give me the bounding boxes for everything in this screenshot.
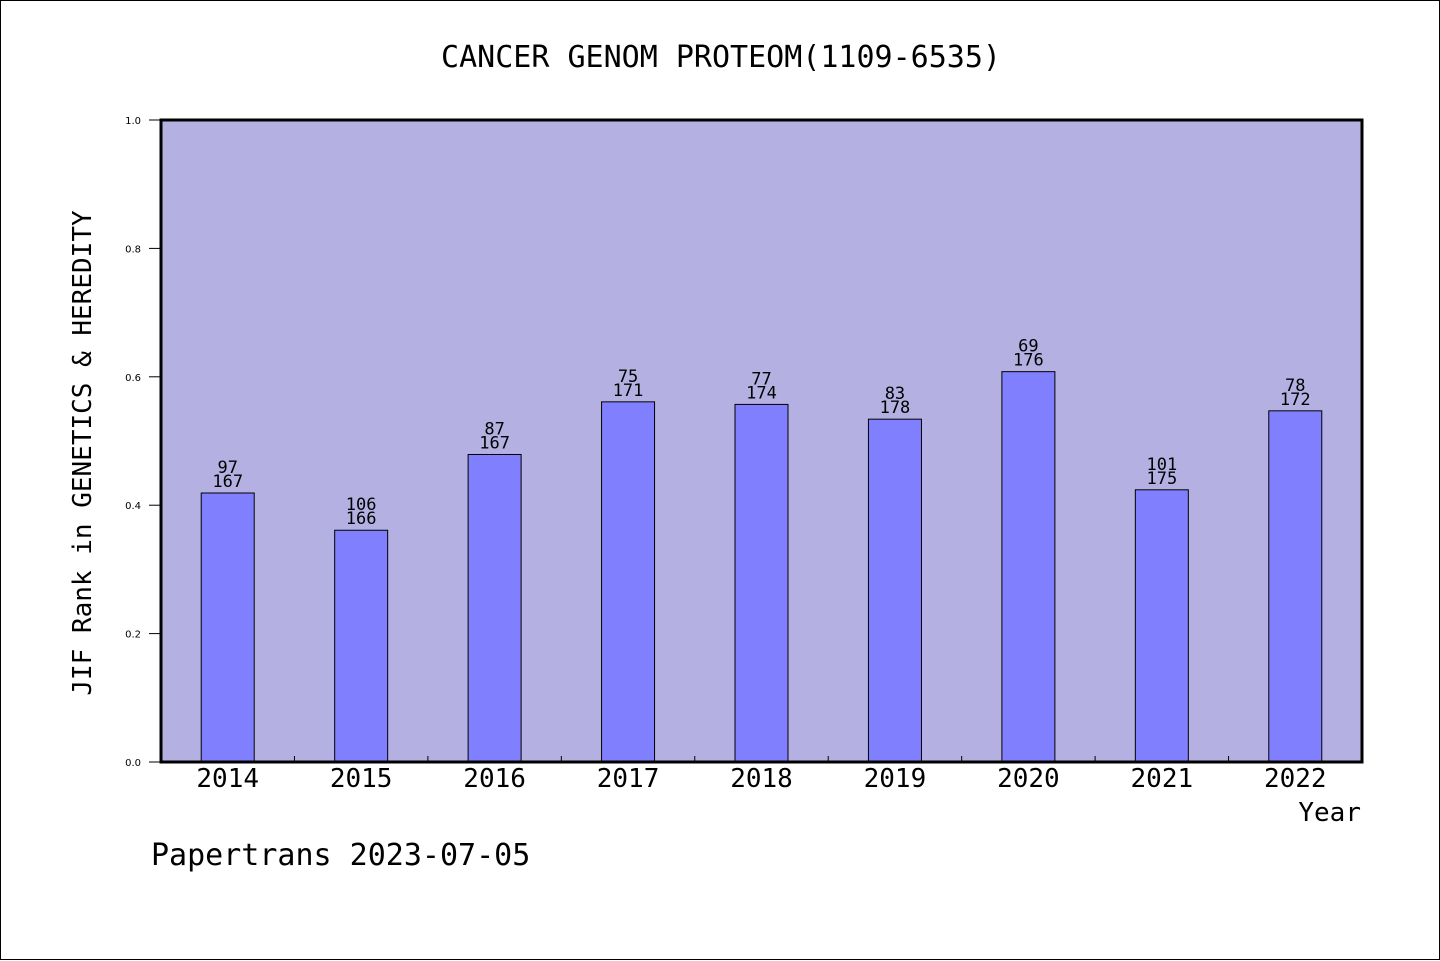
x-tick-label: 2020 xyxy=(997,764,1060,794)
bar-2019 xyxy=(867,418,922,763)
x-tick-label: 2016 xyxy=(463,764,526,794)
x-tick-label: 2018 xyxy=(730,764,793,794)
bar-2022 xyxy=(1268,410,1323,763)
x-axis-label: Year xyxy=(1298,798,1361,828)
x-tick-label: 2022 xyxy=(1264,764,1327,794)
bar-total-label: 176 xyxy=(1013,351,1044,371)
y-tick-label: 1.0 xyxy=(125,116,141,127)
bar-rank-label: 83 xyxy=(885,384,905,404)
chart-title: CANCER GENOM PROTEOM(1109-6535) xyxy=(441,40,1001,75)
x-axis: 2014 2015 2016 2017 2018 2019 2020 2021 2022 xyxy=(196,756,1327,794)
x-tick-label: 2017 xyxy=(597,764,660,794)
bar-2014 xyxy=(200,492,255,763)
x-tick-label: 2021 xyxy=(1131,764,1194,794)
bar-rank-label: 106 xyxy=(346,495,377,515)
y-tick-label: 0.2 xyxy=(125,630,141,641)
x-tick-label: 2014 xyxy=(196,764,259,794)
bar-rank-label: 101 xyxy=(1146,455,1177,475)
bar-2021 xyxy=(1134,489,1189,763)
y-tick-label: 0.0 xyxy=(125,758,141,769)
bar-2016 xyxy=(467,453,522,763)
bar-total-label: 172 xyxy=(1280,390,1311,410)
bar-total-label: 175 xyxy=(1146,469,1177,489)
bar-total-label: 167 xyxy=(212,472,243,492)
bar-total-label: 171 xyxy=(613,381,644,401)
bar-rank-label: 69 xyxy=(1018,337,1038,357)
y-tick-label: 0.6 xyxy=(125,373,141,384)
bar-total-label: 174 xyxy=(746,383,777,403)
y-tick-label: 0.4 xyxy=(125,501,141,512)
x-tick-label: 2019 xyxy=(864,764,927,794)
y-tick-label: 0.8 xyxy=(125,244,141,255)
bar-total-label: 166 xyxy=(346,509,377,529)
y-axis-label: JIF Rank in GENETICS & HEREDITY xyxy=(68,210,98,696)
bar-2018 xyxy=(734,403,789,763)
bar-total-label: 178 xyxy=(880,398,911,418)
bar-2017 xyxy=(601,401,656,763)
y-axis: 0.0 0.2 0.4 0.6 0.8 1.0 xyxy=(125,116,161,769)
plot-border xyxy=(159,118,1364,764)
x-tick-label: 2015 xyxy=(330,764,393,794)
bar-rank-label: 78 xyxy=(1285,376,1305,396)
bar-2020 xyxy=(1001,371,1056,763)
bar-rank-label: 87 xyxy=(484,419,504,439)
bar-total-label: 167 xyxy=(479,433,510,453)
bar-rank-label: 75 xyxy=(618,367,638,387)
bar-rank-label: 97 xyxy=(217,458,237,478)
bar-rank-label: 77 xyxy=(751,369,771,389)
footer-credit: Papertrans 2023-07-05 xyxy=(151,838,530,873)
bar-2015 xyxy=(334,529,389,763)
